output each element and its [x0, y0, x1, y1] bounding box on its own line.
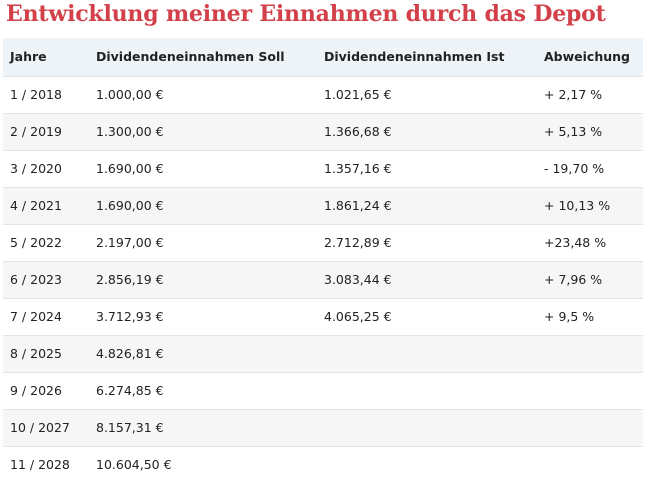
cell-abweichung: + 10,13 % [537, 187, 643, 225]
cell-soll: 8.157,31 € [89, 409, 317, 447]
cell-soll: 6.274,85 € [89, 372, 317, 410]
table-header-row: Jahre Dividendeneinnahmen Soll Dividende… [3, 38, 643, 77]
page-title: Entwicklung meiner Einnahmen durch das D… [6, 1, 606, 27]
cell-year: 1 / 2018 [3, 76, 89, 114]
cell-year: 5 / 2022 [3, 224, 89, 262]
cell-year: 10 / 2027 [3, 409, 89, 447]
table-row: 1 / 2018 1.000,00 € 1.021,65 € + 2,17 % [3, 76, 643, 114]
cell-year: 4 / 2021 [3, 187, 89, 225]
header-ist: Dividendeneinnahmen Ist [317, 38, 537, 77]
header-abweichung: Abweichung [537, 38, 643, 77]
table-row: 4 / 2021 1.690,00 € 1.861,24 € + 10,13 % [3, 187, 643, 225]
cell-ist [317, 372, 537, 410]
table-row: 9 / 2026 6.274,85 € [3, 372, 643, 410]
cell-abweichung: - 19,70 % [537, 150, 643, 188]
cell-ist: 3.083,44 € [317, 261, 537, 299]
cell-abweichung: + 7,96 % [537, 261, 643, 299]
cell-year: 6 / 2023 [3, 261, 89, 299]
cell-abweichung [537, 446, 643, 483]
cell-ist: 1.357,16 € [317, 150, 537, 188]
cell-ist: 1.366,68 € [317, 113, 537, 151]
income-table: Jahre Dividendeneinnahmen Soll Dividende… [3, 38, 643, 483]
cell-year: 9 / 2026 [3, 372, 89, 410]
cell-ist [317, 446, 537, 483]
cell-soll: 3.712,93 € [89, 298, 317, 336]
cell-year: 8 / 2025 [3, 335, 89, 373]
table-row: 2 / 2019 1.300,00 € 1.366,68 € + 5,13 % [3, 113, 643, 151]
cell-soll: 1.300,00 € [89, 113, 317, 151]
cell-abweichung [537, 335, 643, 373]
cell-ist: 4.065,25 € [317, 298, 537, 336]
header-jahre: Jahre [3, 38, 89, 77]
cell-ist [317, 335, 537, 373]
table-row: 5 / 2022 2.197,00 € 2.712,89 € +23,48 % [3, 224, 643, 262]
table-row: 7 / 2024 3.712,93 € 4.065,25 € + 9,5 % [3, 298, 643, 336]
cell-year: 11 / 2028 [10, 457, 70, 473]
cell-soll: 4.826,81 € [89, 335, 317, 373]
cell-year: 2 / 2019 [3, 113, 89, 151]
cell-year: 3 / 2020 [3, 150, 89, 188]
cell-abweichung: + 2,17 % [537, 76, 643, 114]
cell-soll: 1.000,00 € [89, 76, 317, 114]
cell-abweichung [537, 409, 643, 447]
cell-ist [317, 409, 537, 447]
cell-year: 7 / 2024 [3, 298, 89, 336]
cell-soll: 1.690,00 € [89, 150, 317, 188]
header-soll: Dividendeneinnahmen Soll [89, 38, 317, 77]
table-row: 11 / 2028 10.604,50 € [3, 446, 643, 483]
cell-ist: 1.861,24 € [317, 187, 537, 225]
table-row: 8 / 2025 4.826,81 € [3, 335, 643, 373]
cell-abweichung: +23,48 % [537, 224, 643, 262]
cell-soll: 2.197,00 € [89, 224, 317, 262]
table-row: 10 / 2027 8.157,31 € [3, 409, 643, 447]
cell-soll: 10.604,50 € [96, 457, 172, 473]
cell-abweichung: + 5,13 % [537, 113, 643, 151]
table-row: 6 / 2023 2.856,19 € 3.083,44 € + 7,96 % [3, 261, 643, 299]
cell-abweichung: + 9,5 % [537, 298, 643, 336]
cell-soll: 2.856,19 € [89, 261, 317, 299]
cell-soll: 1.690,00 € [89, 187, 317, 225]
table-row: 3 / 2020 1.690,00 € 1.357,16 € - 19,70 % [3, 150, 643, 188]
cell-ist: 2.712,89 € [317, 224, 537, 262]
cell-abweichung [537, 372, 643, 410]
cell-ist: 1.021,65 € [317, 76, 537, 114]
